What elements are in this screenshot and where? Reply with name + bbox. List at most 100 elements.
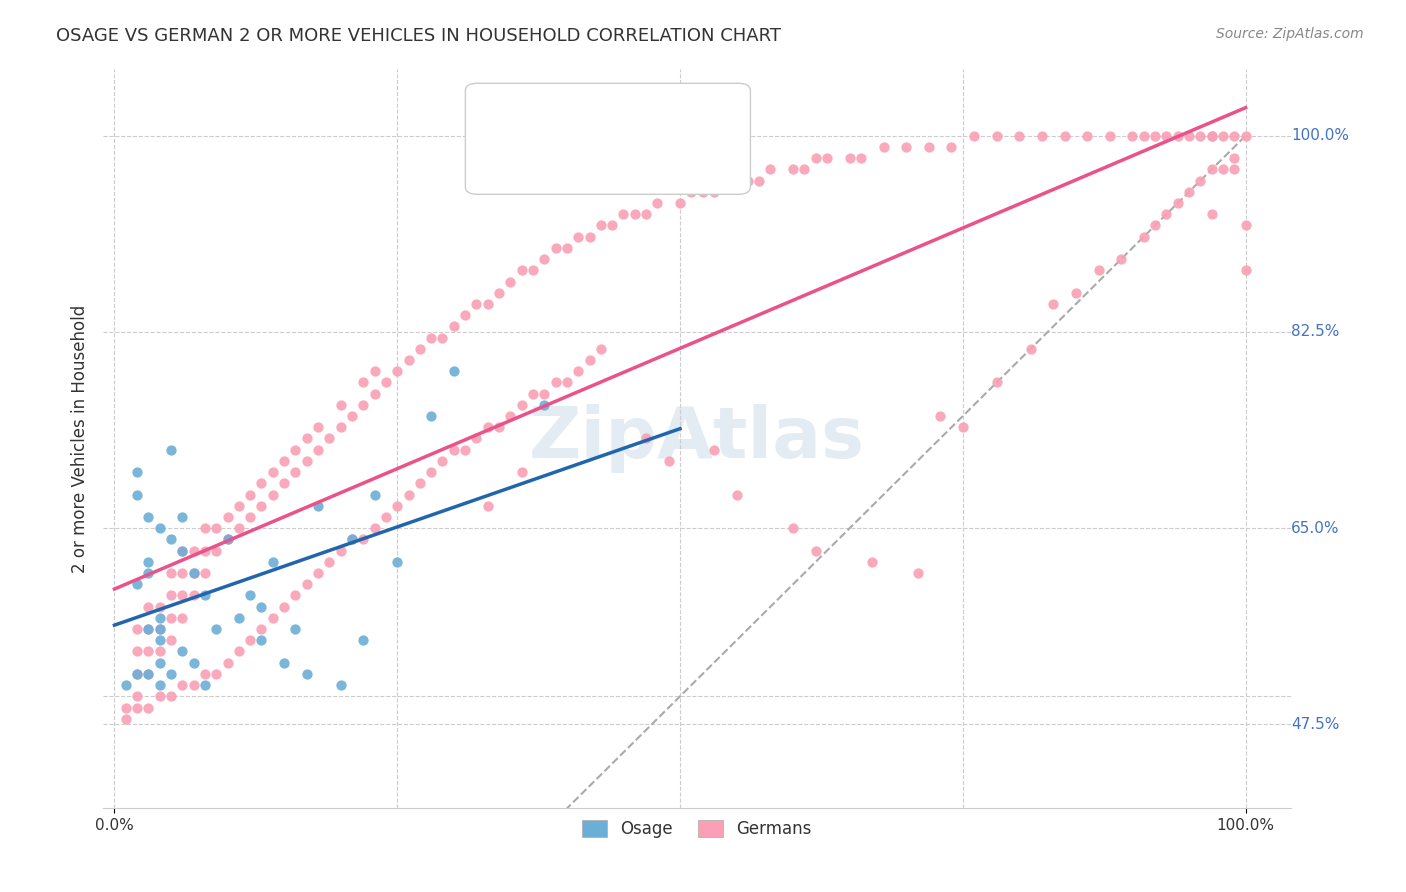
Point [1223, 151, 1246, 165]
Point [907, 566, 929, 580]
Point [250, 599, 273, 614]
Point [1234, 128, 1257, 143]
Point [1234, 219, 1257, 233]
Point [273, 656, 295, 670]
Text: ZipAtlas: ZipAtlas [529, 404, 865, 473]
Point [896, 140, 918, 154]
Point [363, 364, 385, 378]
Point [340, 409, 363, 423]
Point [443, 442, 465, 457]
Point [1189, 128, 1212, 143]
Y-axis label: 2 or more Vehicles in Household: 2 or more Vehicles in Household [72, 304, 89, 573]
Point [172, 678, 194, 692]
Point [578, 353, 600, 368]
Point [860, 555, 883, 569]
Point [239, 633, 262, 648]
Point [172, 644, 194, 658]
Point [273, 599, 295, 614]
Point [149, 678, 172, 692]
Point [138, 566, 160, 580]
Text: 65.0%: 65.0% [1291, 521, 1340, 536]
Point [952, 420, 974, 434]
Point [522, 263, 544, 277]
Point [307, 442, 329, 457]
Point [420, 465, 443, 479]
Point [420, 409, 443, 423]
Point [374, 376, 396, 390]
Point [149, 521, 172, 535]
Point [172, 566, 194, 580]
Point [149, 644, 172, 658]
Point [149, 656, 172, 670]
Point [737, 173, 759, 187]
Point [1132, 128, 1154, 143]
Point [183, 566, 205, 580]
Point [1019, 342, 1042, 356]
Point [217, 533, 239, 547]
Point [160, 611, 183, 625]
Point [929, 409, 952, 423]
Point [125, 700, 148, 714]
Point [149, 690, 172, 704]
Legend: Osage, Germans: Osage, Germans [575, 813, 818, 845]
Point [262, 555, 284, 569]
Point [1212, 162, 1234, 177]
Text: 100.0%: 100.0% [1291, 128, 1348, 144]
Point [432, 454, 454, 468]
Point [194, 566, 217, 580]
Point [138, 555, 160, 569]
Point [172, 543, 194, 558]
Point [1087, 263, 1109, 277]
Point [1144, 219, 1167, 233]
Point [138, 622, 160, 636]
Point [329, 398, 352, 412]
Point [815, 151, 838, 165]
Point [1064, 285, 1087, 300]
Point [986, 376, 1008, 390]
Point [262, 611, 284, 625]
Point [533, 252, 555, 266]
Point [1178, 128, 1201, 143]
Point [239, 487, 262, 501]
Point [1144, 128, 1167, 143]
Point [725, 487, 748, 501]
Point [183, 543, 205, 558]
Point [1031, 128, 1053, 143]
Point [149, 622, 172, 636]
Point [1008, 128, 1031, 143]
Point [409, 476, 432, 491]
Point [636, 432, 658, 446]
Point [782, 162, 804, 177]
Point [352, 398, 374, 412]
Point [250, 622, 273, 636]
Point [160, 690, 183, 704]
Point [533, 398, 555, 412]
Point [838, 151, 860, 165]
Point [1201, 162, 1223, 177]
Point [160, 442, 183, 457]
Point [409, 342, 432, 356]
Point [499, 275, 522, 289]
Point [217, 533, 239, 547]
Point [510, 465, 533, 479]
Point [284, 442, 307, 457]
Point [114, 678, 136, 692]
Point [363, 386, 385, 401]
Point [692, 185, 714, 199]
Point [262, 487, 284, 501]
Point [681, 185, 703, 199]
Point [363, 521, 385, 535]
Point [1189, 173, 1212, 187]
Point [465, 432, 488, 446]
Point [125, 465, 148, 479]
Point [725, 173, 748, 187]
Point [1132, 229, 1154, 244]
FancyBboxPatch shape [465, 83, 751, 194]
Point [703, 185, 725, 199]
Point [658, 454, 681, 468]
Point [340, 533, 363, 547]
Point [1076, 128, 1098, 143]
Point [183, 566, 205, 580]
Point [138, 667, 160, 681]
Text: 82.5%: 82.5% [1291, 325, 1339, 340]
